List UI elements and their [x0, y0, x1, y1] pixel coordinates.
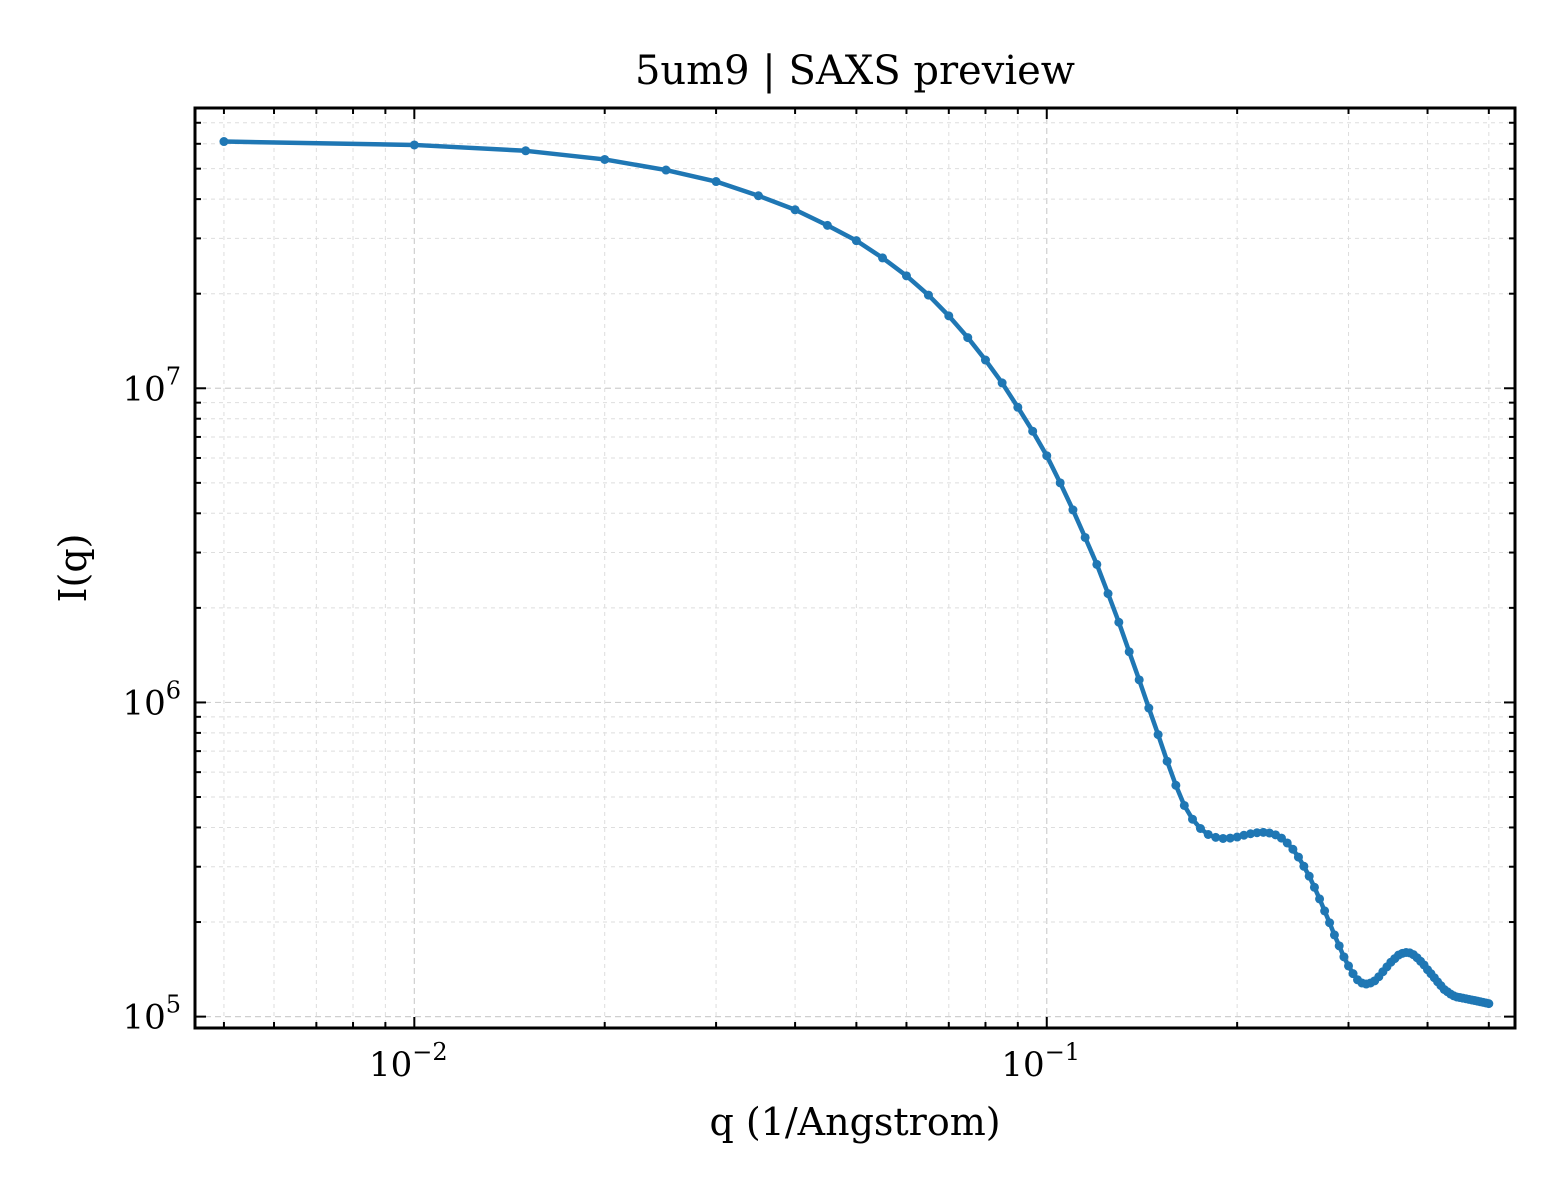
- plot-frame: [193, 106, 1517, 1030]
- data-point: [1055, 478, 1065, 488]
- data-point: [1325, 918, 1335, 928]
- data-point: [822, 220, 832, 230]
- grid: [195, 108, 1515, 1028]
- data-point: [1153, 730, 1163, 740]
- data-point: [219, 137, 229, 147]
- data-point: [1225, 833, 1235, 843]
- data-point: [1028, 426, 1038, 436]
- data-point: [1162, 756, 1172, 766]
- data-point: [1320, 906, 1330, 916]
- data-point: [409, 140, 419, 150]
- data-point: [1211, 832, 1221, 842]
- data-point: [1144, 703, 1154, 713]
- y-axis-label: I(q): [51, 534, 95, 603]
- x-axis-label: q (1/Angstrom): [709, 1100, 1000, 1144]
- data-point: [1068, 505, 1078, 515]
- y-tick-label: 107: [122, 362, 181, 409]
- data-point: [1203, 829, 1213, 839]
- data-point: [661, 165, 671, 175]
- data-point: [1484, 999, 1494, 1009]
- data-point: [944, 311, 954, 321]
- data-point: [1334, 941, 1344, 951]
- data-point: [1080, 532, 1090, 542]
- tick-labels: 10−2 10−1 105 106 107: [122, 362, 1080, 1085]
- data-point: [1232, 832, 1242, 842]
- y-tick-label: 105: [122, 991, 181, 1038]
- data-point: [1299, 861, 1309, 871]
- data-point: [1304, 871, 1314, 881]
- data-point: [1179, 800, 1189, 810]
- data-point: [901, 271, 911, 281]
- data-point: [1195, 824, 1205, 833]
- data-point: [923, 290, 933, 300]
- data-point: [1315, 894, 1325, 904]
- data-point: [790, 205, 800, 215]
- chart-title: 5um9 | SAXS preview: [635, 48, 1075, 94]
- data-point: [521, 146, 531, 156]
- data-point: [1293, 852, 1303, 862]
- series-layer: [219, 137, 1494, 1009]
- data-point: [1013, 402, 1023, 412]
- data-point: [1042, 451, 1052, 461]
- data-point: [1309, 882, 1319, 892]
- data-point: [1288, 844, 1298, 854]
- data-point: [1171, 780, 1181, 790]
- data-point: [1134, 675, 1144, 685]
- data-point: [1092, 559, 1102, 569]
- data-point: [1188, 814, 1198, 824]
- data-point: [997, 378, 1007, 388]
- data-point: [1124, 647, 1134, 657]
- data-point: [1344, 961, 1354, 971]
- data-point: [851, 236, 861, 246]
- y-tick-label: 106: [122, 676, 181, 723]
- data-point: [980, 355, 990, 365]
- data-point: [1114, 617, 1124, 627]
- data-point: [1339, 952, 1349, 962]
- data-point: [600, 154, 610, 164]
- data-point: [711, 177, 721, 187]
- data-point: [963, 333, 973, 343]
- x-tick-label: 10−1: [1001, 1038, 1080, 1085]
- data-point: [1103, 589, 1113, 599]
- data-point: [753, 191, 763, 201]
- data-point: [878, 253, 888, 263]
- x-tick-label: 10−2: [369, 1038, 448, 1085]
- data-point: [1282, 838, 1292, 848]
- data-point: [1218, 833, 1228, 843]
- data-point: [1329, 930, 1339, 940]
